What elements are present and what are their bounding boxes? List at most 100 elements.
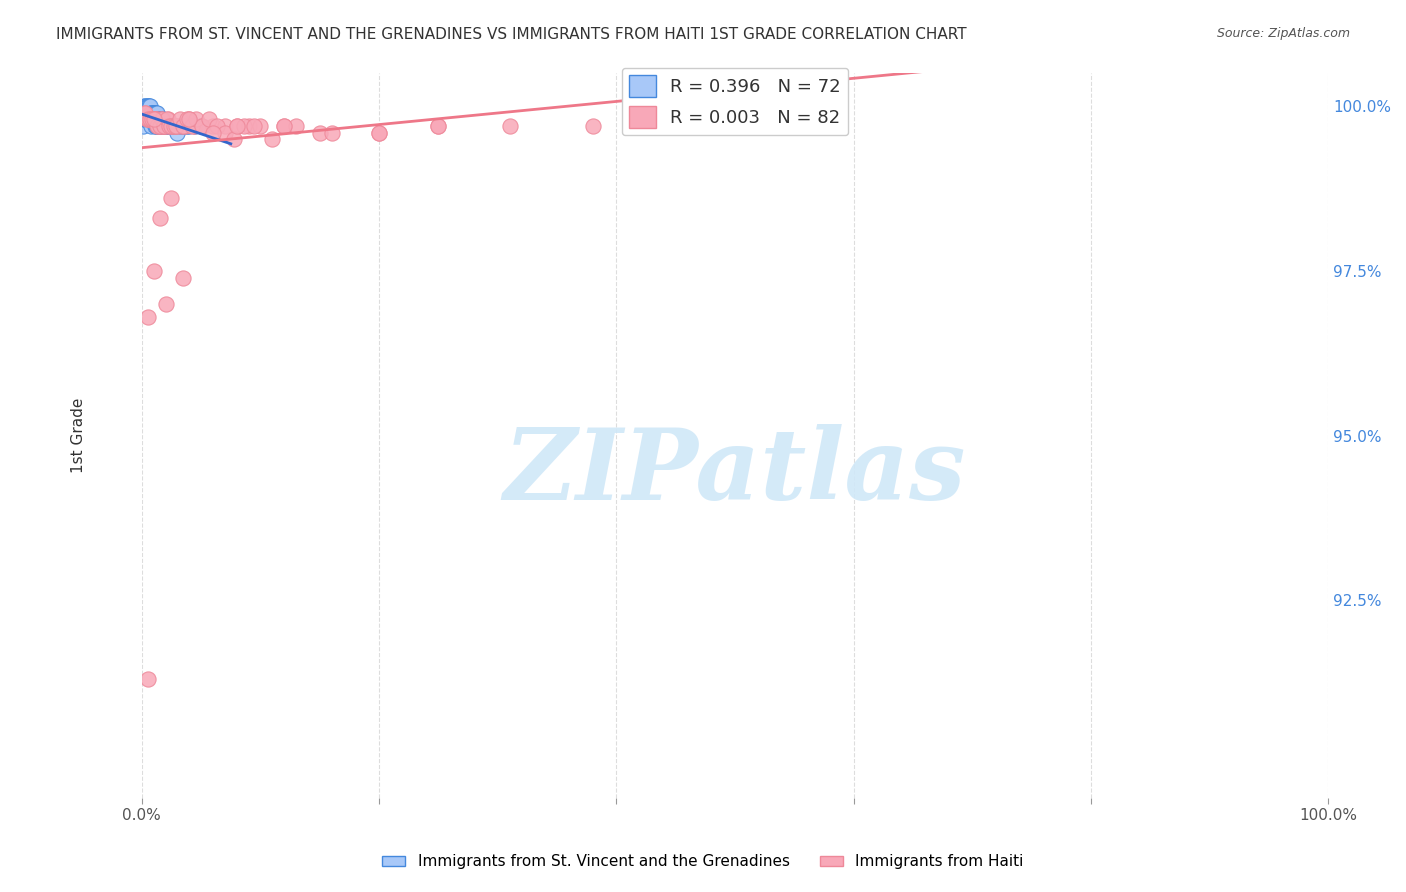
Point [142, 105, 165, 120]
Text: ZIPatlas: ZIPatlas [503, 424, 966, 520]
Point [134, 105, 156, 120]
Point [148, 119, 170, 133]
Point [156, 119, 179, 133]
Point [152, 119, 174, 133]
Point [136, 673, 159, 687]
Point [139, 99, 162, 113]
Point [225, 119, 247, 133]
Text: Source: ZipAtlas.com: Source: ZipAtlas.com [1216, 27, 1350, 40]
Y-axis label: 1st Grade: 1st Grade [72, 398, 86, 474]
Point [149, 119, 172, 133]
Point [139, 105, 162, 120]
Point [163, 119, 186, 133]
Point [157, 119, 180, 133]
Point [141, 105, 163, 120]
Point [205, 119, 228, 133]
Point [156, 112, 179, 127]
Point [136, 105, 159, 120]
Point [136, 99, 159, 113]
Point [149, 112, 172, 127]
Point [160, 119, 183, 133]
Point [273, 119, 295, 133]
Point [141, 112, 163, 127]
Point [152, 112, 174, 127]
Point [146, 119, 169, 133]
Point [152, 119, 174, 133]
Point [148, 119, 170, 133]
Point [156, 112, 179, 127]
Point [153, 119, 176, 133]
Point [368, 126, 391, 140]
Point [238, 119, 260, 133]
Point [150, 119, 173, 133]
Point [427, 119, 450, 133]
Point [139, 112, 162, 127]
Point [224, 132, 246, 146]
Point [155, 297, 177, 311]
Point [134, 112, 156, 127]
Point [173, 119, 195, 133]
Point [135, 105, 157, 120]
Point [232, 119, 254, 133]
Point [155, 119, 177, 133]
Point [138, 112, 160, 127]
Point [163, 119, 186, 133]
Point [135, 112, 157, 127]
Point [159, 119, 181, 133]
Legend: Immigrants from St. Vincent and the Grenadines, Immigrants from Haiti: Immigrants from St. Vincent and the Gren… [377, 848, 1029, 875]
Point [308, 126, 330, 140]
Point [141, 112, 163, 127]
Point [153, 119, 176, 133]
Point [201, 126, 224, 140]
Point [146, 112, 169, 127]
Point [150, 112, 173, 127]
Point [176, 119, 198, 133]
Point [136, 112, 159, 127]
Point [148, 112, 170, 127]
Point [155, 119, 177, 133]
Point [321, 126, 343, 140]
Point [179, 119, 201, 133]
Point [134, 105, 156, 120]
Point [150, 119, 173, 133]
Point [132, 119, 155, 133]
Point [139, 112, 162, 127]
Point [136, 105, 159, 120]
Point [169, 112, 191, 127]
Point [149, 119, 172, 133]
Point [198, 112, 221, 127]
Point [145, 112, 167, 127]
Point [368, 126, 391, 140]
Point [149, 211, 172, 226]
Point [141, 112, 163, 127]
Point [163, 119, 186, 133]
Point [184, 119, 207, 133]
Point [160, 119, 183, 133]
Point [145, 112, 167, 127]
Point [172, 270, 194, 285]
Point [160, 191, 183, 205]
Point [214, 126, 236, 140]
Point [135, 112, 157, 127]
Text: IMMIGRANTS FROM ST. VINCENT AND THE GRENADINES VS IMMIGRANTS FROM HAITI 1ST GRAD: IMMIGRANTS FROM ST. VINCENT AND THE GREN… [56, 27, 967, 42]
Point [134, 99, 156, 113]
Point [138, 105, 160, 120]
Point [142, 112, 165, 127]
Point [163, 119, 186, 133]
Point [190, 119, 212, 133]
Point [273, 119, 295, 133]
Point [134, 112, 156, 127]
Point [138, 112, 160, 127]
Point [162, 119, 184, 133]
Point [498, 119, 520, 133]
Point [156, 119, 179, 133]
Point [146, 112, 169, 127]
Point [169, 119, 191, 133]
Point [153, 119, 176, 133]
Point [179, 112, 201, 127]
Point [143, 112, 166, 127]
Point [166, 119, 188, 133]
Point [155, 119, 177, 133]
Point [141, 105, 163, 120]
Point [138, 99, 160, 113]
